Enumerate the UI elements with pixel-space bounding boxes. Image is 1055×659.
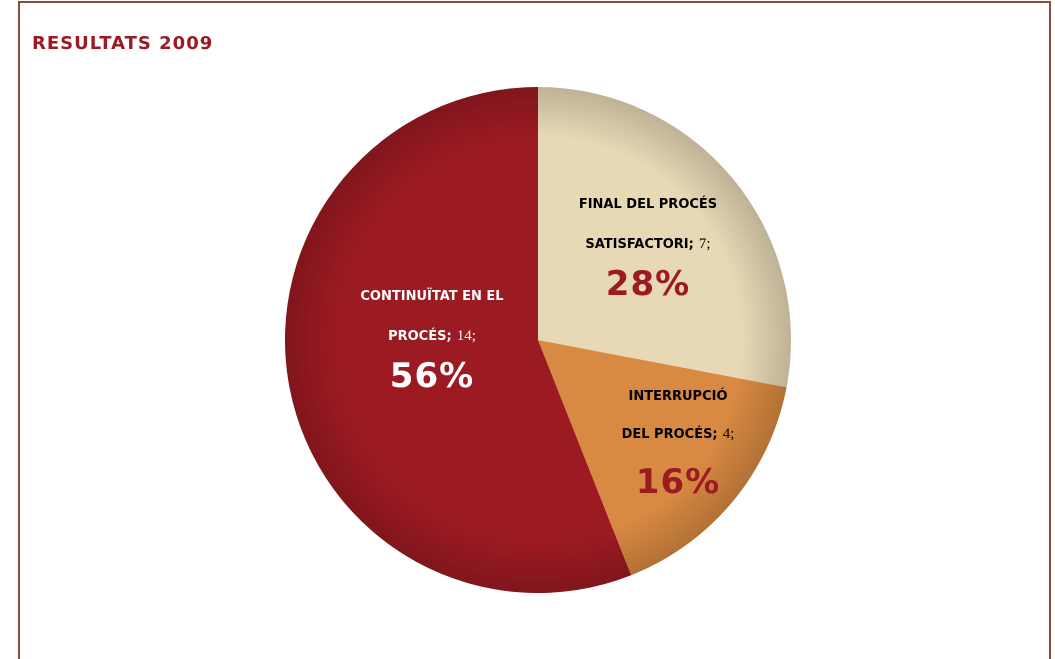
frame <box>18 1 1051 659</box>
category-name: INTERRUPCIÓ DEL PROCÉS; <box>621 389 728 442</box>
label-text: INTERRUPCIÓ DEL PROCÉS; 4; <box>613 378 743 454</box>
count-label: 7; <box>698 236 711 252</box>
label-text: CONTINUÏTAT EN EL PROCÉS; 14; <box>352 276 512 356</box>
value-label: 28% <box>605 264 691 304</box>
category-name: CONTINUÏTAT EN EL PROCÉS; <box>360 289 504 344</box>
count-label: 4; <box>722 426 735 442</box>
value-label: 56% <box>389 356 475 396</box>
chart-title: RESULTATS 2009 <box>32 33 214 54</box>
value-label: 16% <box>635 462 721 502</box>
slice-label: FINAL DEL PROCÉS SATISFACTORI; 7; 28% <box>563 184 733 304</box>
label-text: FINAL DEL PROCÉS SATISFACTORI; 7; <box>563 184 733 264</box>
count-label: 14; <box>456 328 476 344</box>
slice-label: INTERRUPCIÓ DEL PROCÉS; 4; 16% <box>613 378 743 502</box>
slice-label: CONTINUÏTAT EN EL PROCÉS; 14; 56% <box>352 276 512 396</box>
category-name: FINAL DEL PROCÉS SATISFACTORI; <box>578 197 718 252</box>
